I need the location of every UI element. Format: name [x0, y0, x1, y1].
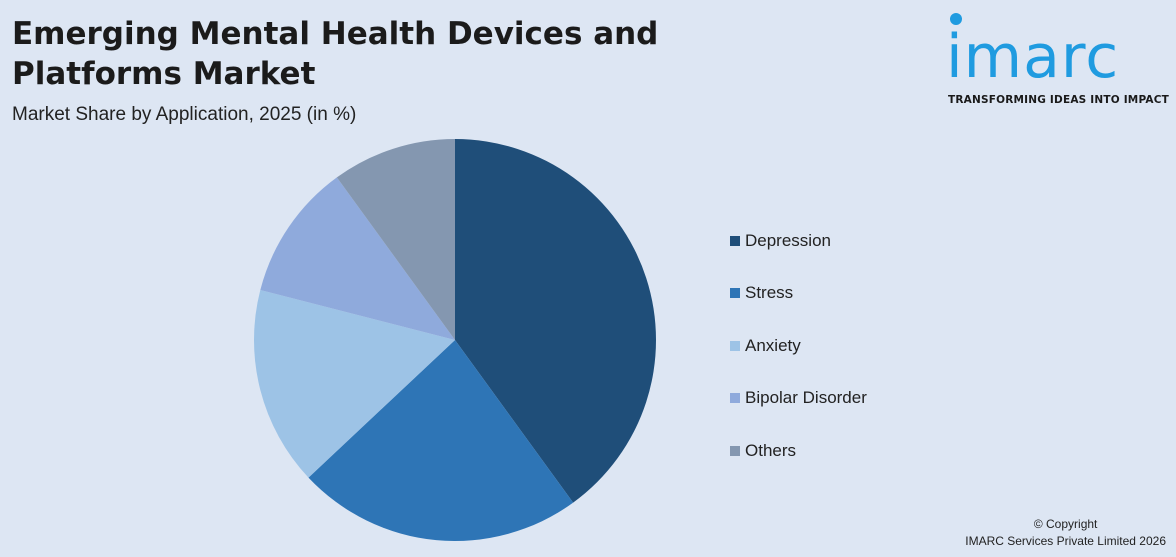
pie-slice-others	[336, 139, 455, 340]
chart-subtitle: Market Share by Application, 2025 (in %)	[12, 104, 357, 125]
legend-label: Depression	[745, 230, 831, 250]
copyright-notice: © Copyright IMARC Services Private Limit…	[965, 516, 1166, 550]
chart-legend: Depression Stress Anxiety Bipolar Disorder O…	[730, 226, 867, 489]
legend-item-depression: Depression	[730, 226, 867, 255]
pie-chart	[254, 139, 656, 542]
legend-item-anxiety: Anxiety	[730, 331, 867, 360]
pie-slice-anxiety	[254, 290, 455, 478]
copyright-line-2: IMARC Services Private Limited 2026	[965, 534, 1166, 548]
logo-dot-icon	[950, 13, 962, 25]
legend-label: Stress	[745, 283, 794, 302]
copyright-line-1: © Copyright	[1033, 517, 1098, 531]
legend-label: Anxiety	[745, 335, 801, 355]
legend-label: Others	[745, 440, 797, 460]
legend-swatch	[730, 235, 740, 246]
legend-label: Bipolar Disorder	[745, 388, 867, 407]
legend-item-bipolar-disorder: Bipolar Disorder	[730, 384, 867, 413]
legend-swatch	[730, 393, 740, 403]
imarc-logo: imarc TRANSFORMING IDEAS INTO IMPACT	[946, 12, 1172, 112]
legend-item-others: Others	[730, 436, 867, 465]
chart-title: Emerging Mental Health Devices and Platf…	[12, 16, 659, 92]
pie-slice-bipolar-disorder	[260, 177, 455, 340]
pie-slice-stress	[308, 340, 574, 542]
logo-tagline: TRANSFORMING IDEAS INTO IMPACT	[948, 94, 1169, 106]
legend-swatch	[730, 445, 740, 456]
legend-swatch	[730, 340, 740, 351]
legend-swatch	[730, 288, 740, 298]
legend-item-stress: Stress	[730, 279, 867, 308]
pie-slice-depression	[455, 139, 656, 503]
logo-wordmark: imarc	[946, 22, 1120, 92]
